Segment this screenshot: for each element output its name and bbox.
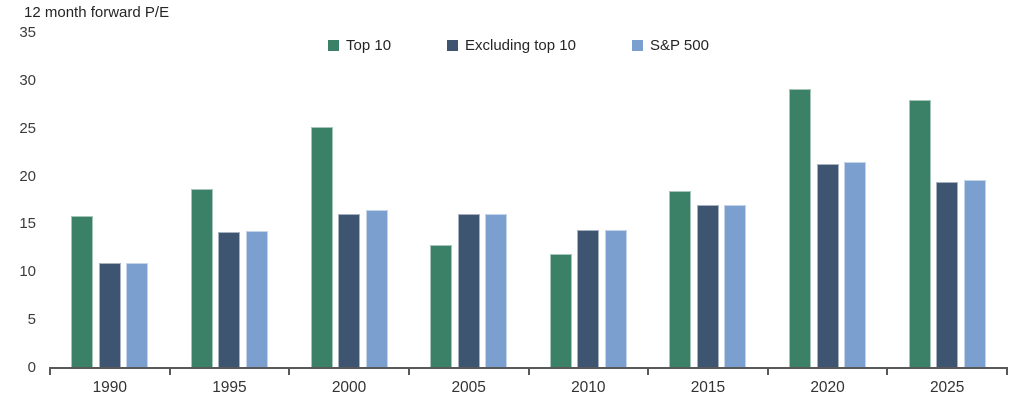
x-axis-category-label: 2010 xyxy=(571,379,606,396)
x-axis-tick xyxy=(647,367,650,375)
legend-label: S&P 500 xyxy=(650,37,709,54)
x-axis-category-label: 2015 xyxy=(690,379,726,396)
legend-item: Excluding top 10 xyxy=(447,37,576,54)
bar xyxy=(338,213,361,368)
bar xyxy=(577,230,600,368)
bar xyxy=(549,254,572,368)
bar xyxy=(430,245,453,368)
bar xyxy=(98,262,121,368)
y-axis-tick-label: 10 xyxy=(19,263,36,281)
x-axis-tick xyxy=(49,367,51,375)
bar xyxy=(669,190,692,368)
bar xyxy=(218,232,241,368)
bar xyxy=(963,180,986,368)
bar xyxy=(724,205,747,368)
x-axis-tick xyxy=(1006,367,1008,375)
legend-label: Top 10 xyxy=(346,37,392,54)
bar xyxy=(844,162,867,368)
legend-item: Top 10 xyxy=(328,37,391,54)
legend-item: S&P 500 xyxy=(632,37,709,54)
legend-swatch-icon xyxy=(447,40,458,51)
bar xyxy=(936,182,959,368)
y-axis-tick-label: 25 xyxy=(19,119,36,137)
y-axis-tick-label: 30 xyxy=(19,71,36,89)
x-axis-tick xyxy=(766,367,769,375)
bar xyxy=(310,126,333,368)
legend-swatch-icon xyxy=(328,40,339,51)
x-axis-category-label: 1990 xyxy=(92,379,128,396)
x-axis-tick xyxy=(407,367,410,375)
bar xyxy=(696,205,719,368)
y-axis-tick-label: 0 xyxy=(27,359,36,376)
x-axis-category-label: 2005 xyxy=(451,379,486,396)
x-axis-category-label: 1995 xyxy=(212,379,247,396)
x-axis-category-label: 2025 xyxy=(929,379,965,396)
bar xyxy=(457,213,480,368)
bar xyxy=(245,231,268,368)
bar xyxy=(485,213,508,368)
bar xyxy=(126,262,149,368)
bar xyxy=(789,88,812,368)
bar xyxy=(816,164,839,368)
y-axis-tick-label: 35 xyxy=(19,24,36,41)
y-axis-tick-label: 5 xyxy=(27,311,36,329)
x-axis-category-label: 2020 xyxy=(810,379,845,396)
legend-label: Excluding top 10 xyxy=(465,37,576,54)
legend-swatch-icon xyxy=(632,40,643,51)
y-axis-tick-label: 20 xyxy=(19,167,36,185)
x-axis-tick xyxy=(168,367,171,375)
x-axis-category-label: 2000 xyxy=(331,379,367,396)
y-axis-tick-label: 15 xyxy=(19,215,36,233)
x-axis-tick xyxy=(527,367,530,375)
bar xyxy=(604,230,627,368)
bar xyxy=(190,189,213,368)
bar xyxy=(908,100,931,368)
bar xyxy=(71,215,94,368)
x-axis-tick xyxy=(886,367,889,375)
chart-title: 12 month forward P/E xyxy=(24,4,170,21)
x-axis-tick xyxy=(288,367,291,375)
bar xyxy=(365,210,388,368)
